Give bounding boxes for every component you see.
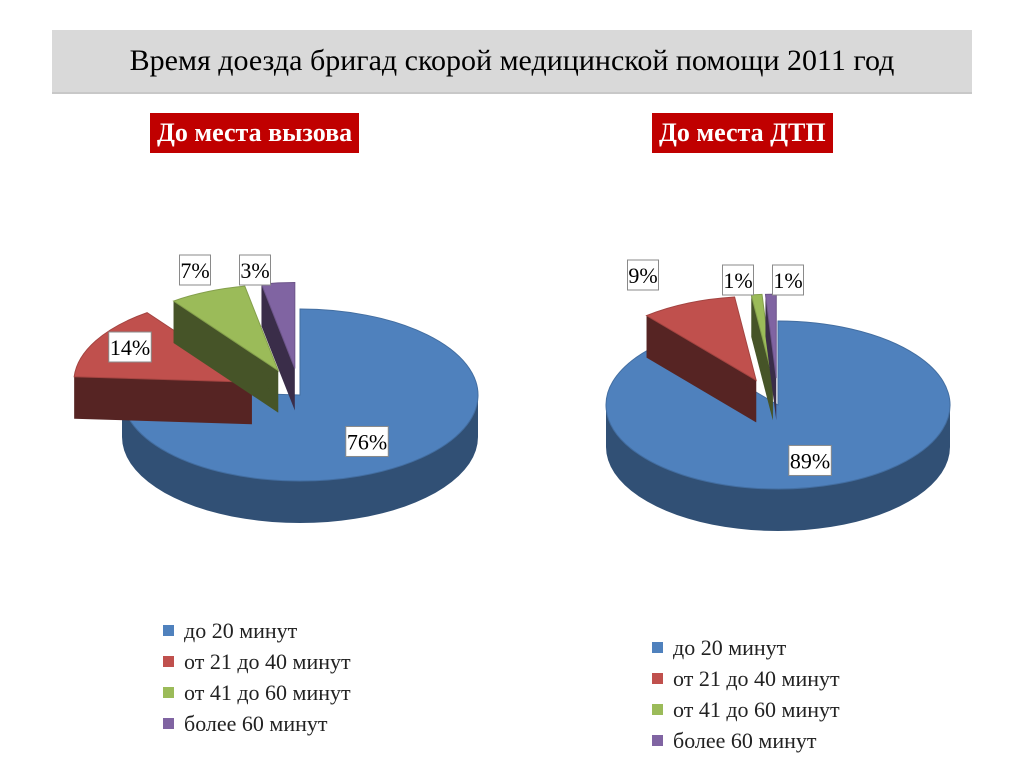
legend-label: от 41 до 60 минут [184, 679, 351, 705]
data-label-text: 1% [723, 268, 752, 293]
chart-title-accident-site: До места ДТП [652, 113, 833, 153]
page-title: Время доезда бригад скорой медицинской п… [129, 44, 895, 77]
data-label-text: 89% [790, 448, 830, 473]
legend-label: от 41 до 60 минут [673, 696, 840, 722]
legend-label: более 60 минут [673, 727, 817, 753]
data-label: 1% [772, 264, 804, 296]
data-label: 89% [788, 444, 832, 476]
legend-label: до 20 минут [673, 634, 787, 660]
pie-chart-1: 89% 9% 1% 1% [605, 259, 951, 531]
slice-red [645, 296, 757, 382]
legend-label: до 20 минут [184, 617, 298, 643]
slice-side-purple [765, 294, 777, 421]
legend-swatch-green [163, 687, 174, 698]
legend-swatch-blue [163, 625, 174, 636]
pie-chart-0: 76% 14% 7% 3% [73, 254, 479, 523]
data-label-text: 7% [180, 258, 209, 283]
legend-item: от 21 до 40 минут [163, 646, 351, 677]
data-label-text: 14% [110, 335, 150, 360]
title-band: Время доезда бригад скорой медицинской п… [52, 30, 972, 94]
data-label-text: 76% [347, 429, 387, 454]
legend-item: более 60 минут [163, 708, 351, 739]
slice-green [172, 285, 280, 372]
legend-call-site: до 20 минут от 21 до 40 минут от 41 до 6… [163, 615, 351, 739]
legend-swatch-purple [163, 718, 174, 729]
legend-swatch-blue [652, 642, 663, 653]
legend-item: от 41 до 60 минут [163, 677, 351, 708]
data-label-text: 9% [628, 263, 657, 288]
data-label: 7% [179, 254, 211, 286]
data-label: 9% [627, 259, 659, 291]
legend-swatch-red [163, 656, 174, 667]
legend-label: более 60 минут [184, 710, 328, 736]
data-label: 3% [239, 254, 271, 286]
legend-item: до 20 минут [163, 615, 351, 646]
legend-item: более 60 минут [652, 725, 840, 756]
legend-item: до 20 минут [652, 632, 840, 663]
legend-item: от 21 до 40 минут [652, 663, 840, 694]
data-label-text: 3% [240, 258, 269, 283]
chart-title-call-site: До места вызова [150, 113, 360, 153]
data-label: 76% [345, 425, 389, 457]
legend-item: от 41 до 60 минут [652, 694, 840, 725]
legend-swatch-red [652, 673, 663, 684]
legend-label: от 21 до 40 минут [184, 648, 351, 674]
data-label: 14% [108, 331, 152, 363]
data-label-text: 1% [773, 268, 802, 293]
legend-swatch-green [652, 704, 663, 715]
legend-label: от 21 до 40 минут [673, 665, 840, 691]
legend-accident-site: до 20 минут от 21 до 40 минут от 41 до 6… [652, 632, 840, 756]
legend-swatch-purple [652, 735, 663, 746]
data-label: 1% [722, 264, 754, 296]
slice-blue [121, 308, 479, 482]
slice-side-purple [261, 284, 295, 411]
